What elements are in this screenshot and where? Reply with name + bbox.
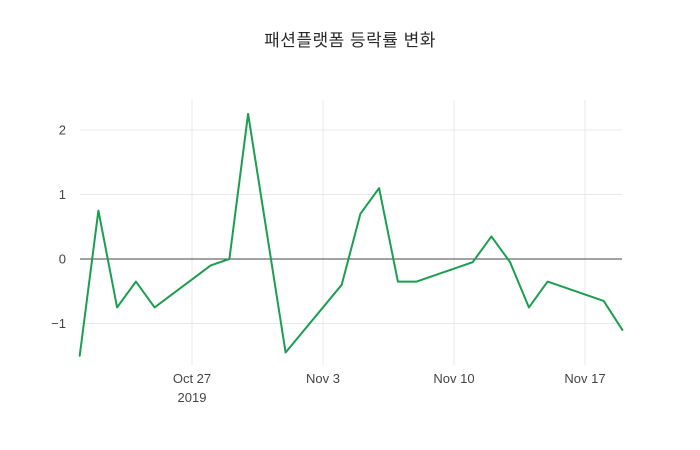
x-tick-label: Nov 10 — [433, 371, 474, 386]
x-tick-label: Oct 27 — [173, 371, 211, 386]
chart-title: 패션플랫폼 등락률 변화 — [264, 31, 436, 50]
y-tick-label: 0 — [59, 252, 66, 267]
y-tick-label: −1 — [51, 316, 66, 331]
x-tick-label: Nov 3 — [306, 371, 340, 386]
y-tick-label: 2 — [59, 123, 66, 138]
y-tick-label: 1 — [59, 187, 66, 202]
x-tick-label: Nov 17 — [564, 371, 605, 386]
x-tick-sublabel: 2019 — [178, 390, 207, 405]
series-line — [78, 112, 624, 357]
